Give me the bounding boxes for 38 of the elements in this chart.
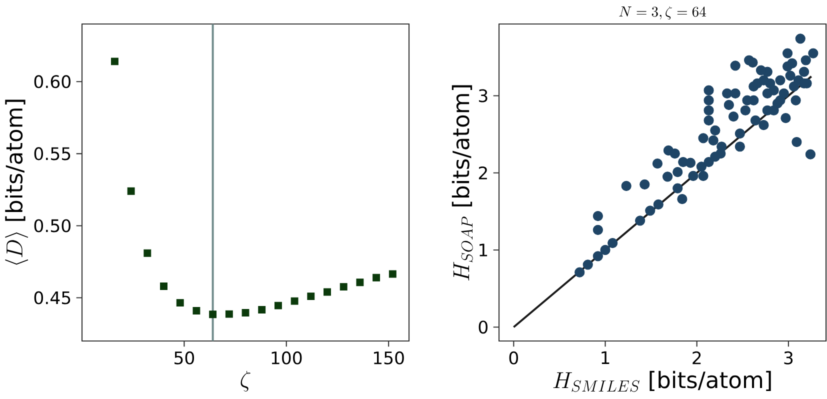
point: [127, 187, 135, 195]
y-tick-label: 3: [478, 89, 488, 102]
y-tick-label: 0.45: [34, 291, 70, 304]
y-axis-title: $\langle D\rangle\ \textrm{[bits/atom]}$: [5, 100, 28, 265]
point: [356, 278, 364, 286]
y-tick-label: 0: [478, 320, 488, 334]
y-tick-label: 0.50: [34, 219, 70, 232]
point: [225, 310, 233, 318]
x-axis-title: $H_{SMILES}\ \textrm{[bits/atom]}$: [553, 370, 771, 392]
y-tick-label: 2: [478, 166, 487, 180]
x-tick-label: 100: [272, 351, 302, 364]
x-tick-label: 0: [509, 351, 518, 364]
x-tick-label: 150: [374, 351, 404, 364]
point: [176, 299, 184, 307]
y-axis-title: $H_{SOAP}\ \textrm{[bits/atom]}$: [452, 85, 473, 281]
point: [192, 307, 200, 314]
point: [209, 310, 217, 318]
x-tick-label: 2: [692, 351, 701, 364]
x-tick-label: 50: [174, 351, 194, 364]
point: [258, 306, 266, 314]
point: [324, 288, 331, 296]
y-tick-label: 0.60: [34, 75, 70, 88]
chart-title: $N=3,\zeta=64$: [619, 6, 706, 20]
point: [274, 302, 282, 310]
point: [340, 283, 348, 291]
x-tick-label: 3: [784, 351, 793, 364]
point: [372, 274, 380, 282]
point: [307, 292, 315, 300]
point: [242, 309, 250, 316]
x-axis-title: $\zeta$: [240, 370, 250, 392]
point: [290, 297, 298, 305]
x-tick-label: 1: [602, 351, 610, 364]
y-tick-label: 1: [480, 244, 488, 256]
point: [160, 282, 168, 290]
point: [110, 58, 118, 66]
y-tick-label: 0.55: [34, 147, 70, 160]
point: [388, 270, 396, 278]
point: [144, 249, 152, 257]
